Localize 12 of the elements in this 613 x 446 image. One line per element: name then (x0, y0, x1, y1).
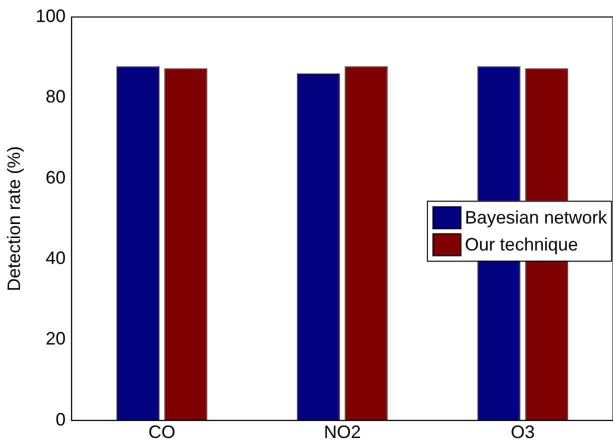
y-tick-label: 0 (56, 409, 66, 430)
y-tick-label: 100 (36, 6, 66, 26)
x-tick-label: CO (148, 422, 176, 442)
x-tick-label: O3 (510, 422, 535, 442)
legend-label: Bayesian network (464, 208, 608, 228)
y-tick-label: 20 (46, 328, 66, 349)
x-tick-label: NO2 (324, 422, 361, 442)
y-tick-label: 60 (46, 167, 66, 188)
legend-label: Our technique (464, 234, 578, 255)
y-tick-label: 40 (46, 248, 66, 268)
y-tick-label: 80 (46, 86, 66, 107)
y-axis-title: Detection rate (%) (4, 146, 24, 292)
